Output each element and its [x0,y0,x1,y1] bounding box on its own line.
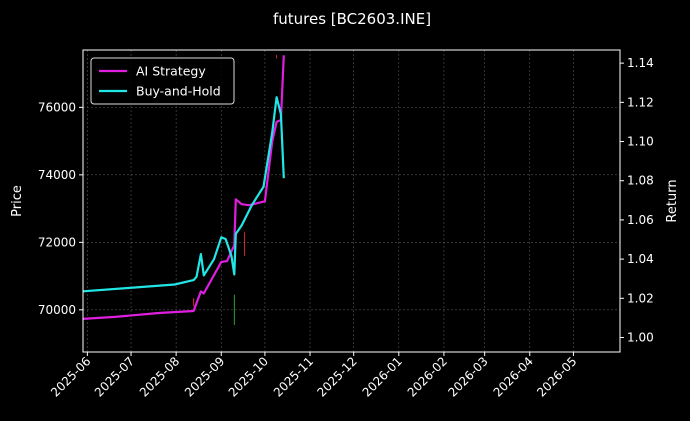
y-right-tick-label: 1.04 [627,252,654,266]
y-right-tick-label: 1.14 [627,56,654,70]
y-right-tick-label: 1.00 [627,330,654,344]
candle-markers [193,55,278,326]
plot-frame [82,49,621,353]
series-line-buy_hold [82,96,285,293]
y-right-tick-label: 1.06 [627,213,654,227]
series-lines [82,55,285,320]
y-right-tick-label: 1.08 [627,174,654,188]
y-left-tick-label: 72000 [38,235,76,249]
legend-box [90,57,235,105]
y-right-tick-label: 1.10 [627,135,654,149]
chart-title: futures [BC2603.INE] [273,10,431,28]
chart-legend: AI Strategy Buy-and-Hold [90,57,235,105]
y-axis-left: 70000 72000 74000 76000 [38,100,83,317]
y-right-tick-label: 1.12 [627,95,654,109]
grid-lines [83,50,620,352]
y-axis-right-label: Return [665,179,680,222]
y-right-tick-label: 1.02 [627,291,654,305]
y-axis-right: 1.00 1.02 1.04 1.06 1.08 1.10 1.12 1.14 [620,56,654,344]
y-axis-left-label: Price [10,185,25,217]
y-left-tick-label: 74000 [38,168,76,182]
legend-label: AI Strategy [136,64,206,79]
legend-label: Buy-and-Hold [136,84,221,99]
y-left-tick-label: 76000 [38,100,76,114]
series-line-strategy [82,55,285,320]
y-left-tick-label: 70000 [38,303,76,317]
